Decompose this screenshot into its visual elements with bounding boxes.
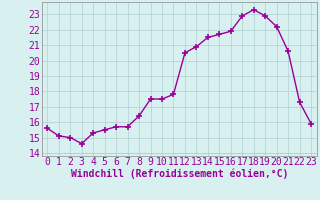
X-axis label: Windchill (Refroidissement éolien,°C): Windchill (Refroidissement éolien,°C) bbox=[70, 169, 288, 179]
